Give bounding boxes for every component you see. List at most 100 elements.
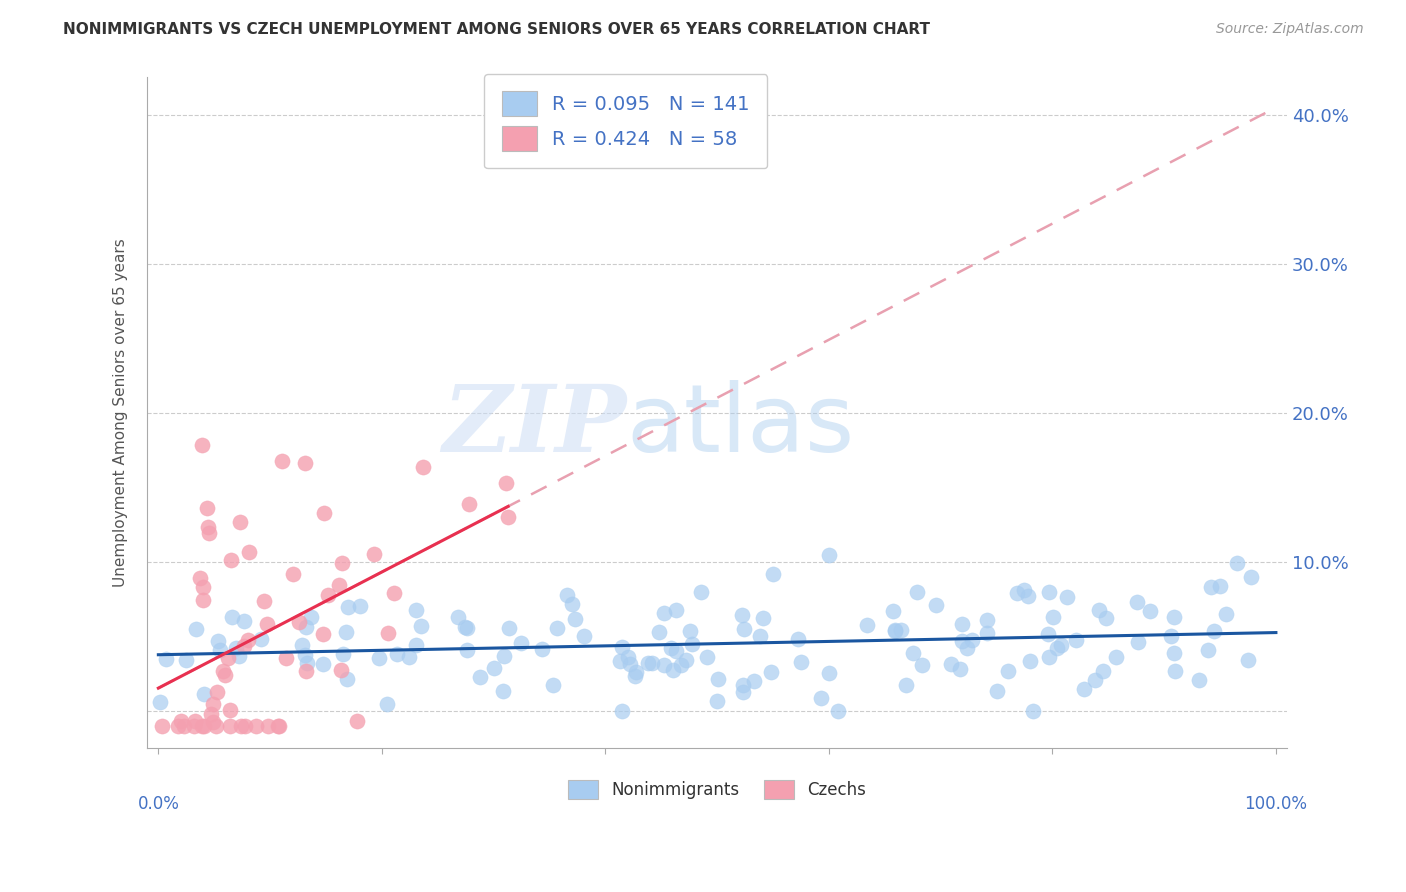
- Text: atlas: atlas: [626, 380, 855, 473]
- Point: [752, 610, 775, 624]
- Point: [312, 657, 335, 671]
- Text: NONIMMIGRANTS VS CZECH UNEMPLOYMENT AMONG SENIORS OVER 65 YEARS CORRELATION CHAR: NONIMMIGRANTS VS CZECH UNEMPLOYMENT AMON…: [63, 22, 931, 37]
- Point: [1014, 582, 1036, 597]
- Point: [346, 714, 368, 728]
- Point: [170, 714, 193, 728]
- Point: [997, 664, 1019, 678]
- Point: [1007, 586, 1029, 600]
- Text: ZIP: ZIP: [441, 382, 626, 471]
- Point: [498, 621, 520, 635]
- Point: [665, 644, 688, 658]
- Point: [706, 694, 728, 708]
- Point: [787, 632, 810, 646]
- Point: [894, 678, 917, 692]
- Point: [762, 566, 785, 581]
- Point: [456, 621, 478, 635]
- Point: [198, 526, 221, 541]
- Point: [495, 475, 517, 490]
- Point: [626, 665, 648, 679]
- Point: [266, 719, 288, 733]
- Point: [447, 609, 470, 624]
- Point: [295, 656, 318, 670]
- Point: [214, 668, 236, 682]
- Point: [191, 593, 214, 607]
- Point: [976, 613, 998, 627]
- Point: [561, 597, 583, 611]
- Point: [733, 622, 755, 636]
- Point: [555, 588, 578, 602]
- Point: [1237, 653, 1260, 667]
- Point: [184, 714, 207, 728]
- Point: [810, 690, 832, 705]
- Point: [191, 438, 214, 452]
- Point: [405, 603, 427, 617]
- Point: [252, 594, 274, 608]
- Point: [294, 456, 316, 470]
- Point: [1126, 635, 1149, 649]
- Point: [1087, 603, 1109, 617]
- Point: [939, 657, 962, 671]
- Point: [482, 661, 505, 675]
- Point: [250, 632, 273, 646]
- Point: [675, 653, 697, 667]
- Point: [617, 649, 640, 664]
- Point: [1139, 604, 1161, 618]
- Point: [238, 545, 260, 559]
- Point: [173, 719, 195, 733]
- Point: [405, 638, 427, 652]
- Point: [368, 651, 391, 665]
- Point: [749, 629, 772, 643]
- Point: [564, 612, 586, 626]
- Point: [256, 617, 278, 632]
- Point: [191, 719, 214, 733]
- Point: [956, 640, 979, 655]
- Point: [1240, 569, 1263, 583]
- Point: [209, 642, 232, 657]
- Point: [183, 719, 205, 733]
- Point: [335, 625, 357, 640]
- Point: [901, 646, 924, 660]
- Point: [233, 719, 256, 733]
- Point: [818, 548, 841, 562]
- Point: [654, 606, 676, 620]
- Point: [907, 585, 929, 599]
- Point: [197, 520, 219, 534]
- Point: [229, 719, 252, 733]
- Point: [236, 633, 259, 648]
- Point: [1199, 580, 1222, 594]
- Point: [294, 664, 316, 678]
- Point: [288, 615, 311, 629]
- Point: [1197, 643, 1219, 657]
- Point: [492, 683, 515, 698]
- Point: [217, 650, 239, 665]
- Point: [652, 657, 675, 672]
- Point: [925, 598, 948, 612]
- Point: [294, 648, 316, 662]
- Point: [731, 608, 754, 623]
- Point: [363, 547, 385, 561]
- Point: [1204, 624, 1226, 639]
- Point: [1209, 579, 1232, 593]
- Point: [336, 673, 359, 687]
- Point: [184, 622, 207, 636]
- Point: [1045, 641, 1067, 656]
- Point: [731, 685, 754, 699]
- Point: [299, 610, 322, 624]
- Point: [411, 619, 433, 633]
- Point: [398, 649, 420, 664]
- Point: [883, 624, 905, 638]
- Point: [191, 581, 214, 595]
- Point: [295, 620, 318, 634]
- Point: [624, 669, 647, 683]
- Point: [221, 609, 243, 624]
- Point: [910, 657, 932, 672]
- Point: [950, 633, 973, 648]
- Point: [470, 670, 492, 684]
- Point: [1163, 610, 1185, 624]
- Point: [219, 719, 242, 733]
- Point: [1095, 611, 1118, 625]
- Point: [233, 640, 256, 654]
- Point: [733, 678, 755, 692]
- Point: [212, 664, 235, 678]
- Point: [546, 621, 568, 635]
